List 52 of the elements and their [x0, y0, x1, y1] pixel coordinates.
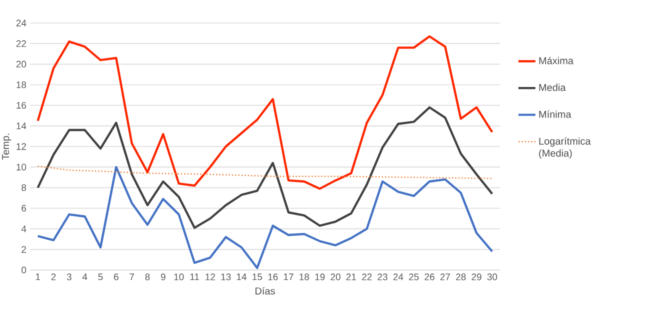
y-tick-label: 6 [22, 204, 26, 212]
line-series [36, 166, 494, 270]
x-tick-label: 14 [236, 274, 246, 280]
y-tick-label: 10 [16, 164, 26, 170]
x-tick-label: 1 [36, 274, 40, 280]
x-tick-label: 27 [440, 274, 450, 280]
x-tick-label: 21 [346, 274, 356, 280]
legend-label: Mínima [539, 110, 572, 118]
x-tick-label: 25 [409, 274, 419, 280]
x-tick-label: 18 [300, 274, 310, 280]
x-tick-label: 23 [378, 274, 388, 280]
y-tick-label: 2 [22, 246, 26, 253]
legend-label: Máxima [539, 56, 574, 64]
line-series [36, 106, 494, 229]
x-tick-label: 7 [130, 274, 134, 280]
y-tick-label: 8 [22, 184, 26, 192]
x-tick-label: 10 [174, 274, 184, 280]
y-tick-label: 12 [16, 143, 26, 150]
x-tick-label: 22 [362, 274, 372, 280]
x-axis-title: Días [256, 287, 275, 295]
y-tick-label: 0 [22, 266, 26, 274]
y-tick-label: 18 [16, 81, 26, 88]
x-tick-label: 13 [221, 274, 231, 280]
x-tick-label: 3 [66, 274, 72, 280]
x-tick-label: 9 [160, 274, 166, 280]
x-tick-label: 6 [114, 274, 118, 280]
x-tick-label: 16 [268, 274, 278, 280]
x-tick-label: 29 [472, 274, 482, 280]
x-tick-label: 20 [330, 274, 340, 280]
x-tick-label: 19 [315, 274, 325, 280]
x-tick-label: 2 [51, 274, 56, 280]
x-tick-label: 28 [456, 274, 466, 280]
x-tick-label: 24 [393, 274, 404, 280]
y-tick-label: 24 [16, 20, 26, 26]
legend-label: Logarítmica (Media) [539, 137, 591, 159]
y-tick-label: 16 [16, 102, 26, 109]
x-tick-label: 17 [284, 274, 294, 280]
x-tick-label: 4 [82, 274, 88, 280]
x-tick-label: 5 [98, 274, 103, 280]
x-tick-label: 8 [145, 274, 150, 280]
y-tick-label: 14 [16, 122, 26, 130]
x-tick-label: 30 [487, 274, 498, 280]
line-series [36, 35, 494, 190]
x-tick-label: 11 [190, 274, 199, 280]
x-tick-label: 12 [206, 274, 215, 280]
x-tick-label: 15 [252, 274, 262, 280]
legend-label: Media [539, 84, 566, 92]
y-tick-label: 4 [21, 226, 26, 232]
y-axis-title: Temp. [2, 134, 12, 160]
y-tick-label: 20 [16, 60, 26, 68]
x-tick-label: 26 [424, 274, 434, 280]
y-tick-label: 22 [16, 40, 26, 47]
